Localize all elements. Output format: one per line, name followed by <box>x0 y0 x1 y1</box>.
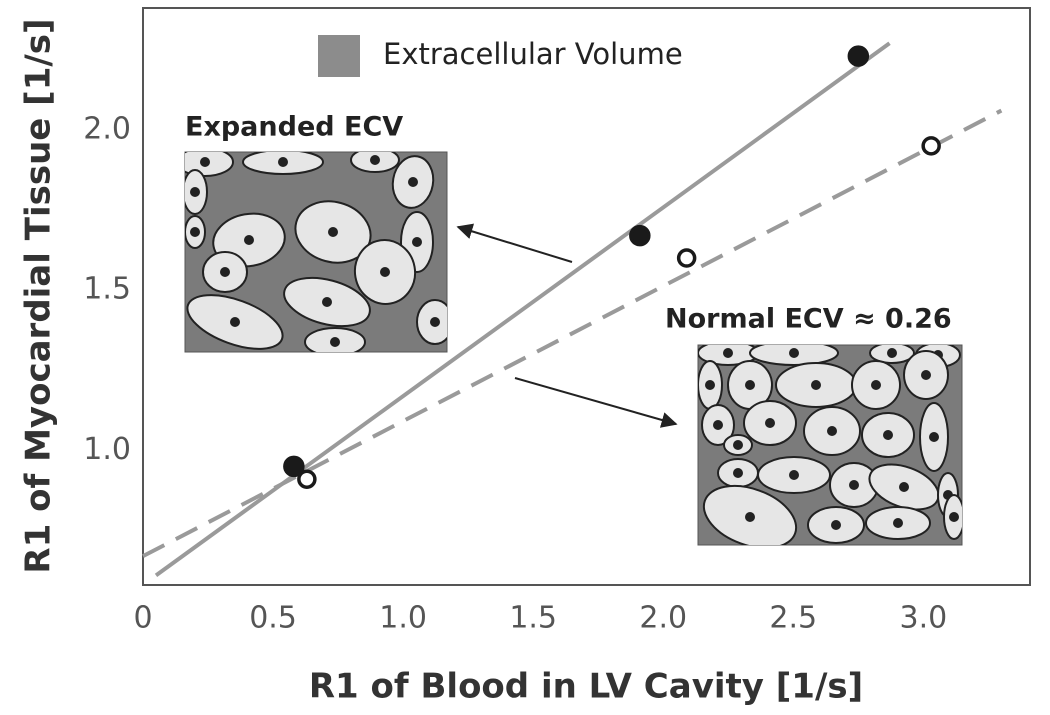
nucleus <box>831 520 841 530</box>
nucleus <box>789 348 799 358</box>
annotation: Expanded ECV <box>185 112 403 143</box>
point <box>297 469 317 489</box>
arrow <box>514 377 678 428</box>
nucleus <box>827 426 837 436</box>
point <box>629 224 651 247</box>
nucleus <box>887 348 897 358</box>
nucleus <box>328 227 338 237</box>
nucleus <box>789 470 799 480</box>
nucleus <box>893 518 903 528</box>
plot-frame <box>142 7 1031 586</box>
nucleus <box>190 227 200 237</box>
nucleus <box>811 380 821 390</box>
y-tick-label: 1.0 <box>83 432 131 467</box>
nucleus <box>949 512 959 522</box>
point <box>676 248 697 268</box>
nucleus <box>713 420 723 430</box>
x-tick-label: 0 <box>133 601 152 636</box>
nucleus <box>190 187 200 197</box>
cells <box>698 345 962 545</box>
fit-line <box>142 108 1003 558</box>
nucleus <box>929 432 939 442</box>
nucleus <box>244 235 254 245</box>
nucleus <box>849 480 859 490</box>
x-tick-label: 1.0 <box>379 601 427 636</box>
nucleus <box>430 317 440 327</box>
nucleus <box>899 482 909 492</box>
x-tick-label: 2.0 <box>639 601 687 636</box>
point <box>283 455 305 478</box>
point <box>847 45 870 67</box>
nucleus <box>733 440 743 450</box>
x-tick-label: 0.5 <box>249 601 297 636</box>
y-tick-label: 2.0 <box>83 111 131 146</box>
nucleus <box>330 337 340 347</box>
annotation: Normal ECV ≈ 0.26 <box>665 304 952 335</box>
nucleus <box>278 157 288 167</box>
nucleus <box>745 380 755 390</box>
nucleus <box>220 267 230 277</box>
nucleus <box>322 297 332 307</box>
cells <box>185 152 447 352</box>
nucleus <box>705 380 715 390</box>
nucleus <box>871 380 881 390</box>
y-tick-label: 1.5 <box>83 272 131 307</box>
nucleus <box>723 348 733 358</box>
x-tick-label: 3.0 <box>899 601 947 636</box>
nucleus <box>408 177 418 187</box>
x-tick-label: 2.5 <box>769 601 817 636</box>
nucleus <box>380 267 390 277</box>
nucleus <box>200 157 210 167</box>
x-axis-label: R1 of Blood in LV Cavity [1/s] <box>309 667 863 707</box>
nucleus <box>412 237 422 247</box>
x-tick-label: 1.5 <box>509 601 557 636</box>
point <box>921 136 941 156</box>
nucleus <box>230 317 240 327</box>
arrow <box>456 223 573 263</box>
legend-swatch <box>318 35 360 77</box>
legend-label: Extracellular Volume <box>383 37 683 71</box>
nucleus <box>745 512 755 522</box>
nucleus <box>370 155 380 165</box>
cell-insets <box>184 151 963 546</box>
nucleus <box>883 430 893 440</box>
y-axis-label: R1 of Myocardial Tissue [1/s] <box>19 18 59 573</box>
nucleus <box>765 418 775 428</box>
nucleus <box>921 370 931 380</box>
nucleus <box>733 468 743 478</box>
